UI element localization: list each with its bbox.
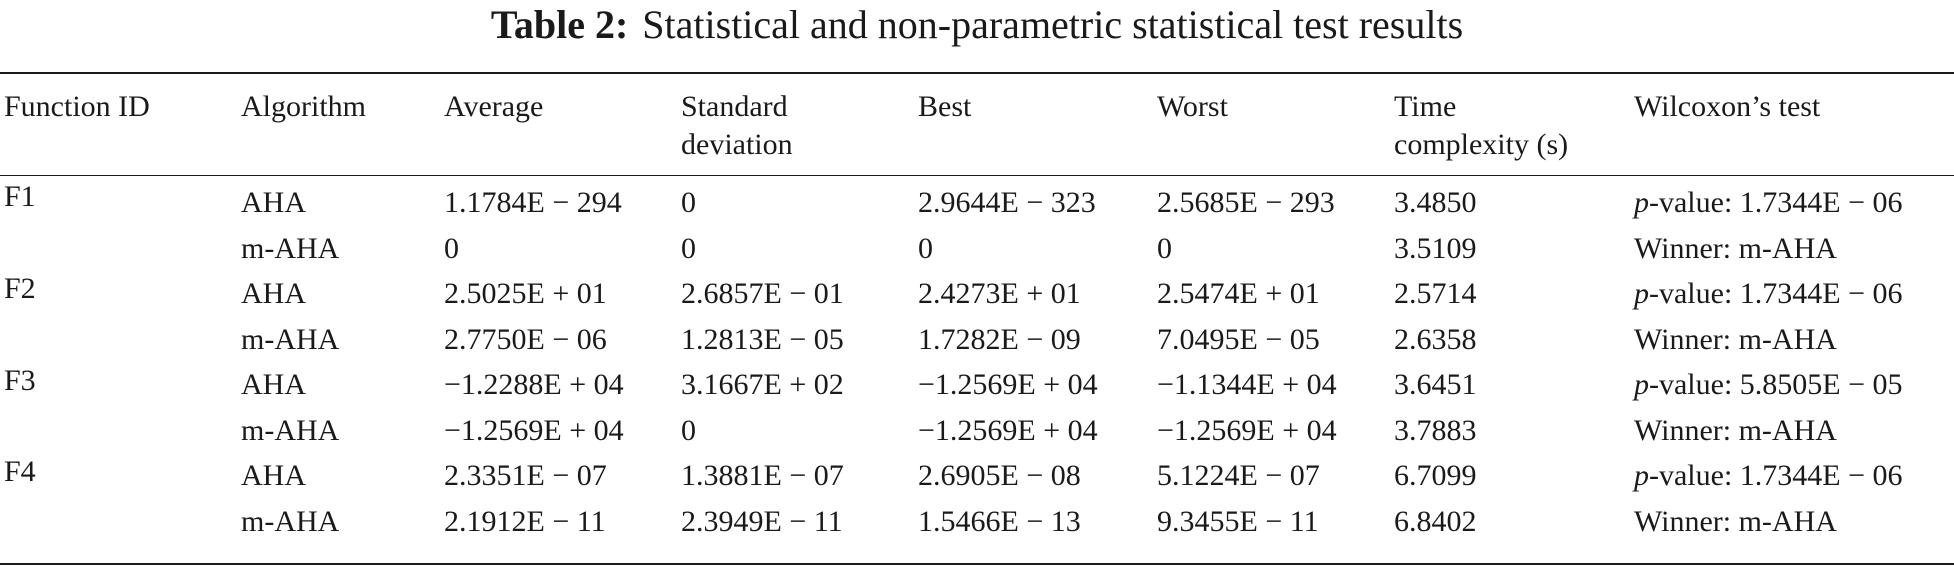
header-time-line2: complexity (s): [1394, 128, 1569, 161]
cell-wilcoxon: p-value: 5.8505E − 05: [1634, 366, 1903, 404]
table-caption: Table 2: Statistical and non-parametric s…: [0, 0, 1954, 50]
wilcoxon-value: -value: 1.7344E − 06: [1649, 277, 1903, 310]
cell-wilcoxon: p-value: 1.7344E − 06: [1634, 184, 1903, 222]
cell-best: 2.6905E − 08: [918, 459, 1081, 492]
cell-standard-deviation: 2.3949E − 11: [681, 505, 843, 538]
header-average: Average: [444, 90, 544, 123]
cell-worst: 7.0495E − 05: [1157, 323, 1320, 356]
header-rule: [0, 175, 1954, 176]
cell-worst: 0: [1157, 232, 1172, 265]
cell-time-complexity: 6.7099: [1394, 459, 1477, 492]
cell-algorithm: AHA: [241, 277, 306, 310]
cell-average: 2.1912E − 11: [444, 505, 606, 538]
cell-standard-deviation: 1.2813E − 05: [681, 323, 844, 356]
cell-time-complexity: 3.6451: [1394, 368, 1477, 401]
cell-best: 2.4273E + 01: [918, 277, 1081, 310]
cell-average: 0: [444, 232, 459, 265]
cell-wilcoxon: Winner: m-AHA: [1634, 412, 1837, 450]
cell-standard-deviation: 2.6857E − 01: [681, 277, 844, 310]
cell-algorithm: AHA: [241, 368, 306, 401]
cell-average: 2.7750E − 06: [444, 323, 607, 356]
cell-worst: 2.5474E + 01: [1157, 277, 1320, 310]
cell-wilcoxon: Winner: m-AHA: [1634, 503, 1837, 541]
cell-worst: 2.5685E − 293: [1157, 186, 1335, 219]
wilcoxon-value: Winner: m-AHA: [1634, 323, 1837, 356]
cell-average: 2.3351E − 07: [444, 459, 607, 492]
top-rule: [0, 72, 1954, 74]
wilcoxon-value: -value: 1.7344E − 06: [1649, 186, 1903, 219]
cell-wilcoxon: Winner: m-AHA: [1634, 230, 1837, 268]
wilcoxon-value: -value: 1.7344E − 06: [1649, 459, 1903, 492]
cell-worst: −1.1344E + 04: [1157, 368, 1337, 401]
header-time-line1: Time: [1394, 90, 1457, 123]
cell-algorithm: AHA: [241, 186, 306, 219]
wilcoxon-p-symbol: p: [1634, 459, 1649, 492]
cell-best: 1.5466E − 13: [918, 505, 1081, 538]
cell-wilcoxon: p-value: 1.7344E − 06: [1634, 457, 1903, 495]
wilcoxon-p-symbol: p: [1634, 368, 1649, 401]
cell-standard-deviation: 0: [681, 414, 696, 447]
cell-worst: 5.1224E − 07: [1157, 459, 1320, 492]
cell-algorithm: m-AHA: [241, 323, 340, 356]
cell-function-id: F2: [4, 272, 36, 305]
header-algorithm: Algorithm: [241, 90, 366, 123]
cell-algorithm: m-AHA: [241, 232, 340, 265]
cell-best: 2.9644E − 323: [918, 186, 1096, 219]
header-worst: Worst: [1157, 90, 1228, 123]
caption-text: Statistical and non-parametric statistic…: [642, 2, 1464, 47]
wilcoxon-value: Winner: m-AHA: [1634, 414, 1837, 447]
wilcoxon-p-symbol: p: [1634, 277, 1649, 310]
cell-standard-deviation: 1.3881E − 07: [681, 459, 844, 492]
wilcoxon-p-symbol: p: [1634, 186, 1649, 219]
cell-wilcoxon: Winner: m-AHA: [1634, 321, 1837, 359]
wilcoxon-value: Winner: m-AHA: [1634, 505, 1837, 538]
cell-average: 2.5025E + 01: [444, 277, 607, 310]
header-best: Best: [918, 90, 972, 123]
cell-average: −1.2569E + 04: [444, 414, 624, 447]
cell-worst: 9.3455E − 11: [1157, 505, 1319, 538]
header-function-id: Function ID: [4, 90, 150, 123]
cell-best: 0: [918, 232, 933, 265]
cell-function-id: F3: [4, 364, 36, 397]
cell-function-id: F4: [4, 455, 36, 488]
cell-algorithm: AHA: [241, 459, 306, 492]
wilcoxon-value: Winner: m-AHA: [1634, 232, 1837, 265]
cell-time-complexity: 2.6358: [1394, 323, 1477, 356]
cell-algorithm: m-AHA: [241, 505, 340, 538]
header-std-line1: Standard: [681, 90, 788, 123]
cell-standard-deviation: 3.1667E + 02: [681, 368, 844, 401]
cell-function-id: F1: [4, 180, 36, 213]
cell-algorithm: m-AHA: [241, 414, 340, 447]
cell-average: 1.1784E − 294: [444, 186, 622, 219]
cell-average: −1.2288E + 04: [444, 368, 624, 401]
cell-time-complexity: 2.5714: [1394, 277, 1477, 310]
header-wilcoxon: Wilcoxon’s test: [1634, 90, 1821, 123]
cell-time-complexity: 3.5109: [1394, 232, 1477, 265]
caption-label: Table 2:: [490, 2, 629, 47]
cell-best: −1.2569E + 04: [918, 368, 1098, 401]
header-time-complexity: Time complexity (s): [1394, 88, 1568, 164]
cell-time-complexity: 3.4850: [1394, 186, 1477, 219]
cell-worst: −1.2569E + 04: [1157, 414, 1337, 447]
bottom-rule: [0, 563, 1954, 565]
header-std-line2: deviation: [681, 128, 793, 161]
cell-best: 1.7282E − 09: [918, 323, 1081, 356]
cell-standard-deviation: 0: [681, 232, 696, 265]
header-standard-deviation: Standard deviation: [681, 88, 793, 164]
cell-time-complexity: 6.8402: [1394, 505, 1477, 538]
cell-best: −1.2569E + 04: [918, 414, 1098, 447]
cell-standard-deviation: 0: [681, 186, 696, 219]
cell-wilcoxon: p-value: 1.7344E − 06: [1634, 275, 1903, 313]
cell-time-complexity: 3.7883: [1394, 414, 1477, 447]
wilcoxon-value: -value: 5.8505E − 05: [1649, 368, 1903, 401]
